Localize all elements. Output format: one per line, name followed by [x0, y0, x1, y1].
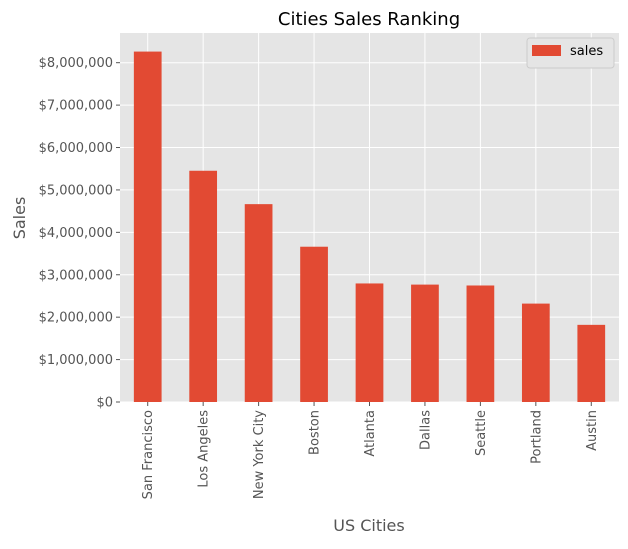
bars	[133, 51, 606, 402]
legend: sales	[526, 37, 615, 69]
x-tick-label: Austin	[585, 410, 600, 451]
y-tick-label: $0	[96, 396, 113, 411]
y-tick-label: $8,000,000	[39, 56, 113, 71]
bar-dallas	[411, 284, 439, 402]
y-tick-label: $2,000,000	[39, 311, 113, 326]
bar-portland	[521, 303, 550, 402]
y-tick-label: $3,000,000	[39, 268, 113, 283]
x-tick-label: Los Angeles	[197, 410, 212, 488]
y-axis-label: Sales	[10, 197, 29, 240]
bar-los-angeles	[189, 170, 218, 402]
y-tick-label: $6,000,000	[39, 141, 113, 156]
legend-swatch	[532, 45, 561, 56]
y-tick-label: $4,000,000	[39, 226, 113, 241]
legend-label: sales	[570, 44, 603, 59]
bar-san-francisco	[133, 51, 162, 402]
y-axis-ticks: $0 $1,000,000 $2,000,000 $3,000,000 $4,000,0…	[39, 56, 120, 411]
y-tick-label: $1,000,000	[39, 353, 113, 368]
bar-boston	[300, 246, 328, 402]
x-tick-label: Seattle	[474, 410, 489, 456]
chart-title: Cities Sales Ranking	[278, 9, 460, 30]
bar-austin	[577, 324, 606, 402]
x-axis-label: US Cities	[333, 516, 404, 535]
x-axis-ticks: San Francisco Los Angeles New York City Bos…	[141, 402, 600, 499]
bar-atlanta	[355, 283, 384, 402]
x-tick-label: Boston	[308, 410, 323, 455]
x-tick-label: New York City	[252, 410, 267, 499]
bar-new-york-city	[244, 204, 273, 402]
x-tick-label: Dallas	[418, 410, 433, 450]
y-tick-label: $7,000,000	[39, 99, 113, 114]
y-tick-label: $5,000,000	[39, 183, 113, 198]
x-tick-label: Portland	[529, 410, 544, 464]
x-tick-label: Atlanta	[363, 410, 378, 457]
bar-seattle	[466, 285, 495, 402]
x-tick-label: San Francisco	[141, 410, 156, 499]
